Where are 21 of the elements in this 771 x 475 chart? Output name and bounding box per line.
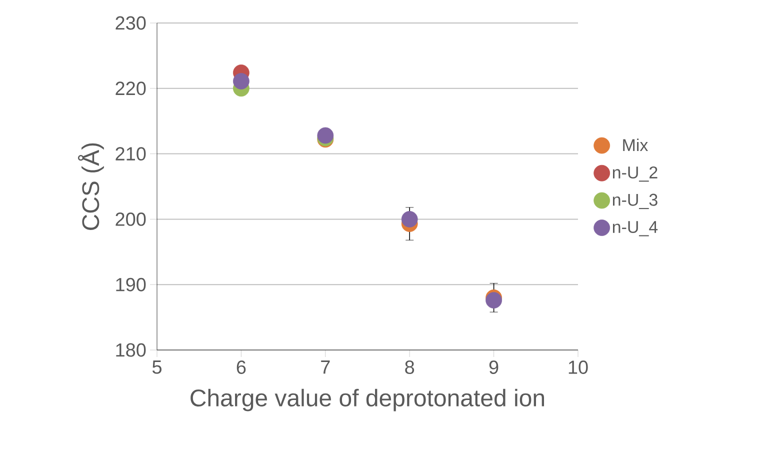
y-tick-label: 190 <box>116 278 146 292</box>
x-tick-label: 9 <box>489 360 498 374</box>
y-tick-label: 180 <box>116 343 146 357</box>
x-axis-title: Charge value of deprotonated ion <box>190 388 544 412</box>
x-tick-label: 6 <box>236 360 246 374</box>
y-tick-label: 210 <box>116 147 146 161</box>
y-tick-label: 200 <box>116 212 146 226</box>
y-tick-label: 230 <box>116 16 146 30</box>
point <box>233 73 250 90</box>
x-tick-label: 5 <box>152 360 162 374</box>
x-tick-label: 7 <box>321 360 330 374</box>
legend-label: n-U_4 <box>612 221 658 236</box>
y-tick-label: 220 <box>116 82 146 96</box>
legend-label: n-U_2 <box>612 166 658 182</box>
x-tick-label: 10 <box>568 360 588 374</box>
y-axis-title: CCS (Å) <box>78 143 104 230</box>
legend-label: n-U_3 <box>612 194 658 210</box>
point <box>486 292 502 308</box>
legend-label: Mix <box>623 138 648 151</box>
x-tick-label: 8 <box>405 360 414 374</box>
point <box>401 211 418 228</box>
